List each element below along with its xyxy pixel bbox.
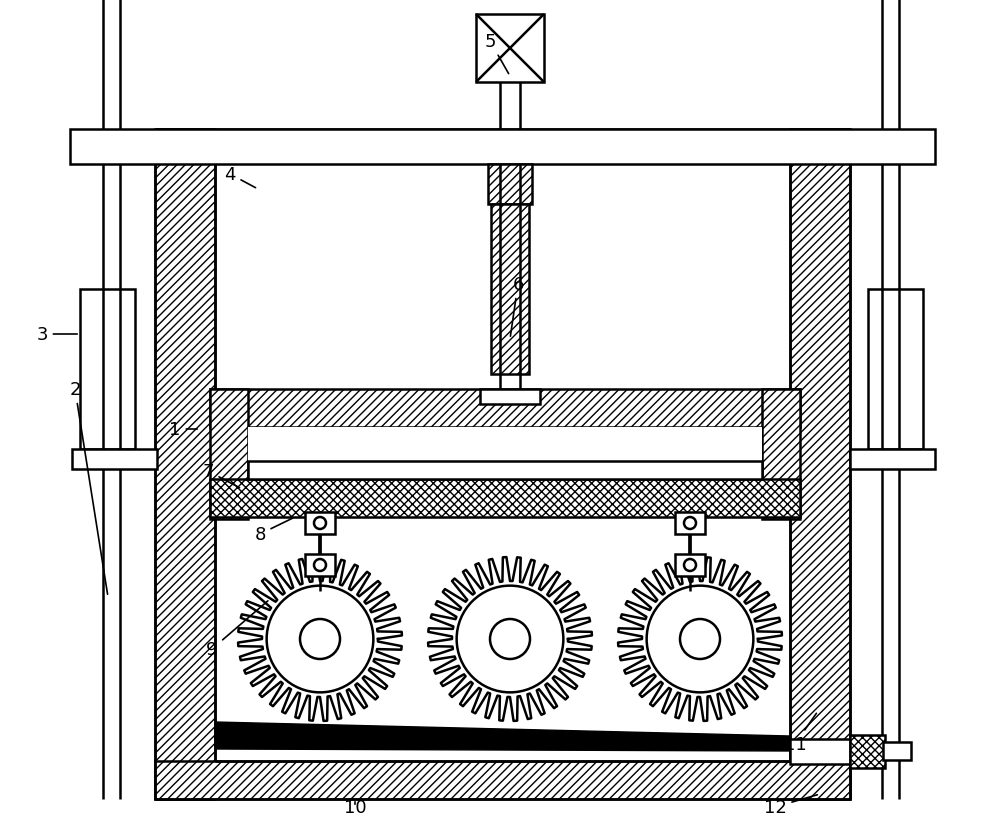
Text: 12: 12 (764, 795, 817, 816)
Circle shape (267, 586, 373, 692)
Text: 6: 6 (510, 276, 524, 337)
Bar (850, 735, 885, 768)
Text: 9: 9 (206, 601, 268, 658)
Bar (850, 450, 935, 470)
Bar (80, 289, 135, 450)
Bar (210, 390, 800, 427)
Bar (675, 512, 705, 534)
Bar (790, 739, 850, 764)
Bar (790, 130, 850, 799)
Circle shape (314, 559, 326, 571)
Bar (215, 130, 790, 761)
Text: 4: 4 (224, 166, 256, 188)
Bar (155, 130, 215, 799)
Bar (305, 512, 335, 534)
Circle shape (300, 619, 340, 660)
Text: 10: 10 (344, 798, 366, 816)
Bar (305, 554, 335, 576)
Bar (491, 205, 529, 375)
Text: 5: 5 (484, 33, 509, 74)
Bar (883, 742, 911, 760)
Bar (72, 450, 157, 470)
Bar (762, 390, 800, 519)
Bar (210, 390, 248, 519)
Text: 11: 11 (784, 713, 816, 753)
Bar (480, 390, 540, 405)
Text: 1: 1 (169, 421, 197, 438)
Bar (675, 554, 705, 576)
Circle shape (680, 619, 720, 660)
Circle shape (490, 619, 530, 660)
Bar (488, 165, 532, 205)
Text: 8: 8 (254, 518, 293, 543)
Bar (155, 761, 850, 799)
Circle shape (314, 517, 326, 529)
Bar (70, 130, 935, 165)
Circle shape (684, 559, 696, 571)
Circle shape (647, 586, 753, 692)
Bar (248, 461, 762, 479)
Circle shape (457, 586, 563, 692)
Text: 3: 3 (36, 325, 77, 344)
Bar (248, 427, 762, 479)
Bar (210, 479, 800, 517)
Bar (868, 289, 923, 450)
Polygon shape (215, 722, 790, 751)
Bar (476, 15, 544, 83)
Text: 7: 7 (202, 462, 240, 488)
Circle shape (684, 517, 696, 529)
Text: 2: 2 (69, 380, 108, 594)
